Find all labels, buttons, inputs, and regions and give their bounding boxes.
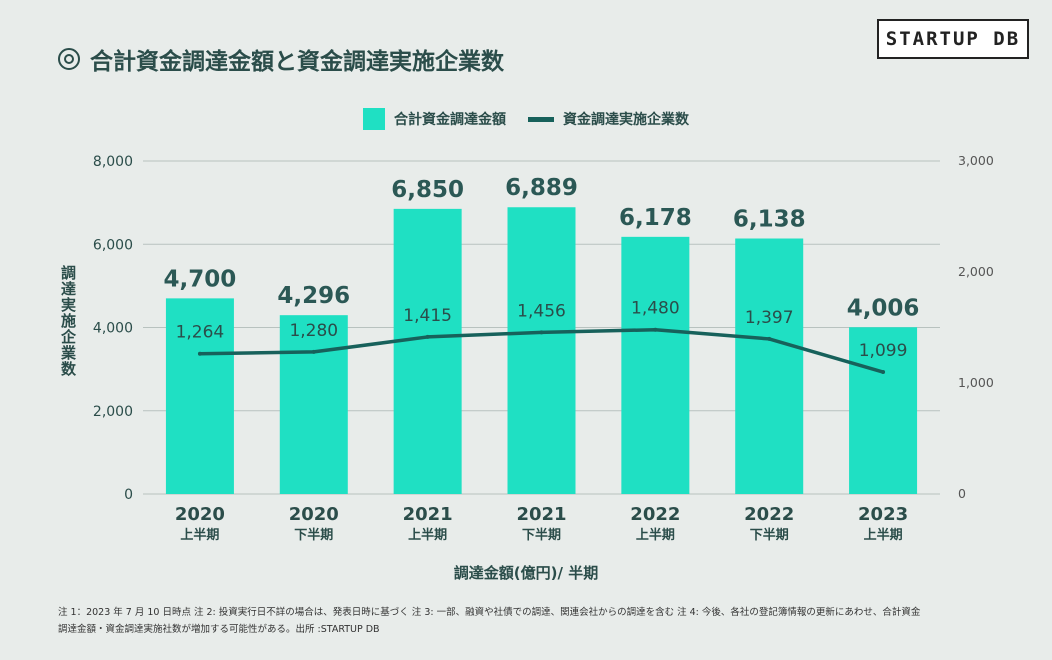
bar xyxy=(393,208,462,494)
bar-value-label: 6,889 xyxy=(505,175,578,201)
x-tick-year: 2022 xyxy=(630,504,680,525)
bar-value-label: 4,006 xyxy=(847,295,920,321)
footnote-line-1: 注 1：2023 年 7 月 10 日時点 注 2: 投資実行日不詳の場合は、発… xyxy=(58,607,921,618)
y-tick-right: 2,000 xyxy=(958,264,994,279)
y-tick-right: 1,000 xyxy=(958,375,994,390)
legend-item-bar: 合計資金調達金額 xyxy=(363,108,506,130)
startup-db-logo: STARTUP DB xyxy=(877,19,1029,59)
bar xyxy=(507,207,576,495)
bar-value-label: 6,138 xyxy=(733,207,806,233)
line-value-label: 1,099 xyxy=(859,341,908,361)
line-point xyxy=(311,349,316,354)
x-tick-year: 2023 xyxy=(858,504,908,525)
chart-title-group: 合計資金調達金額と資金調達実施企業数 xyxy=(58,42,504,76)
y-tick-left: 0 xyxy=(124,487,133,503)
footnote: 注 1：2023 年 7 月 10 日時点 注 2: 投資実行日不詳の場合は、発… xyxy=(58,604,1008,638)
y-tick-left: 4,000 xyxy=(93,321,133,337)
x-tick-half: 上半期 xyxy=(864,527,903,543)
bar xyxy=(735,238,804,494)
bar-value-label: 4,296 xyxy=(277,283,350,309)
x-tick-half: 上半期 xyxy=(636,527,675,543)
line-point xyxy=(767,336,772,341)
line-value-label: 1,264 xyxy=(176,323,225,343)
x-tick-year: 2022 xyxy=(744,504,794,525)
x-tick-year: 2021 xyxy=(516,504,566,525)
legend-line-swatch xyxy=(528,116,554,122)
footnote-line-2: 調達金額・資金調達実施社数が増加する可能性がある。出所 :STARTUP DB xyxy=(58,624,380,635)
line-point xyxy=(539,330,544,335)
y-tick-left: 8,000 xyxy=(93,154,133,170)
x-tick-half: 下半期 xyxy=(294,527,333,543)
x-tick-half: 下半期 xyxy=(750,527,789,543)
bar-value-label: 6,178 xyxy=(619,205,692,231)
legend-bar-label: 合計資金調達金額 xyxy=(394,112,506,128)
bar-value-label: 6,850 xyxy=(391,177,464,203)
line-value-label: 1,415 xyxy=(403,306,452,326)
line-point xyxy=(653,327,658,332)
line-point xyxy=(881,370,886,375)
line-value-label: 1,280 xyxy=(289,321,338,341)
line-value-label: 1,480 xyxy=(631,299,680,319)
legend-bar-swatch xyxy=(363,108,385,130)
x-tick-year: 2020 xyxy=(175,504,225,525)
page-title: 合計資金調達金額と資金調達実施企業数 xyxy=(90,49,504,75)
x-tick-year: 2020 xyxy=(289,504,339,525)
line-point xyxy=(197,351,202,356)
legend-item-line: 資金調達実施企業数 xyxy=(528,108,689,130)
y-tick-left: 2,000 xyxy=(93,404,133,420)
line-value-label: 1,397 xyxy=(745,308,794,328)
y-tick-right: 3,000 xyxy=(958,153,994,168)
chart-legend: 合計資金調達金額 資金調達実施企業数 xyxy=(0,108,1052,130)
x-tick-half: 上半期 xyxy=(180,527,219,543)
y-tick-right: 0 xyxy=(958,486,966,501)
y-axis-title: 調達実施企業数 xyxy=(59,265,77,377)
x-tick-half: 下半期 xyxy=(522,527,561,543)
line-value-label: 1,456 xyxy=(517,301,566,321)
legend-line-label: 資金調達実施企業数 xyxy=(563,112,689,128)
target-icon xyxy=(58,48,80,70)
bar xyxy=(165,298,234,494)
x-axis-title: 調達金額(億円)/ 半期 xyxy=(453,564,599,582)
bar xyxy=(621,236,690,494)
bar xyxy=(279,315,348,494)
x-tick-year: 2021 xyxy=(403,504,453,525)
line-point xyxy=(425,334,430,339)
x-tick-half: 上半期 xyxy=(408,527,447,543)
bar xyxy=(849,327,918,494)
combo-chart: 0 2,000 4,000 6,000 8,000 0 1,000 2,000 3,000 4,7… xyxy=(93,153,994,543)
bar-value-label: 4,700 xyxy=(164,266,237,292)
y-tick-left: 6,000 xyxy=(93,237,133,253)
